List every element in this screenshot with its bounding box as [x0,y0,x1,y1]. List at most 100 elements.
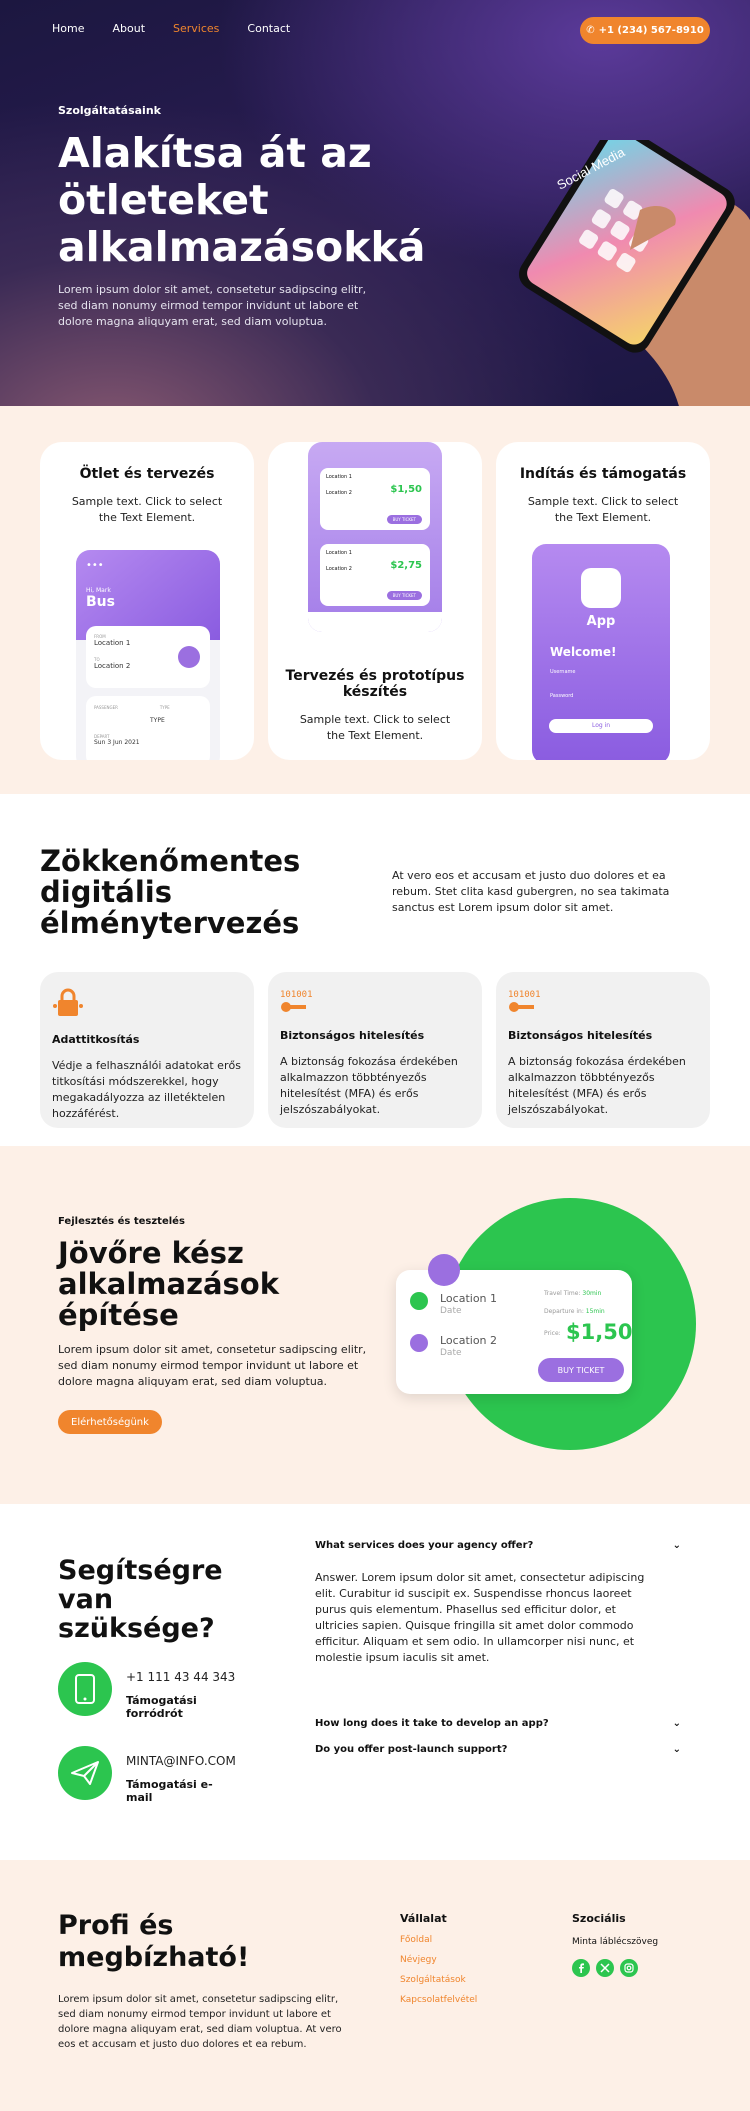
chevron-down-icon: ⌄ [672,1540,681,1551]
card-title: Tervezés és prototípus készítés [285,668,465,700]
card-idea: Ötlet és tervezés Sample text. Click to … [40,442,254,760]
faq-question[interactable]: What services does your agency offer? ⌄ [315,1540,681,1551]
ticket-price: $1,50 [390,484,422,495]
section-title: Jövőre kész alkalmazások építése [58,1236,280,1332]
mock-app-label: App [586,614,616,629]
phone-number[interactable]: +1 111 43 44 343 [126,1670,236,1684]
mock-from-label: FROM [94,634,106,639]
feature-title: Adattitkosítás [52,1033,140,1046]
card-text[interactable]: Sample text. Click to select the Text El… [71,495,223,524]
swap-icon[interactable] [178,646,200,668]
hero-text: Lorem ipsum dolor sit amet, consetetur s… [58,283,367,328]
footer-text: Lorem ipsum dolor sit amet, consetetur s… [58,1994,342,2050]
faq-question[interactable]: Do you offer post-launch support? ⌄ [315,1744,681,1755]
faq-answer: Answer. Lorem ipsum dolor sit amet, cons… [315,1571,645,1664]
ticket-location-2: Location 2 [440,1334,498,1347]
email-contact: MINTA@INFO.COM Támogatási e-mail [58,1746,236,1804]
location-pin-icon [410,1292,428,1310]
mock-type-label: TYPE [159,705,170,710]
faq-question-text: How long does it take to develop an app? [315,1718,549,1729]
hero-section: Home About Services Contact ✆ +1 (234) 5… [0,0,750,406]
footer-column-title: Vállalat [400,1912,447,1925]
more-icon: ••• [86,560,104,571]
footer-link-home[interactable]: Főoldal [400,1935,433,1945]
card-text[interactable]: Sample text. Click to select the Text El… [299,713,451,742]
svg-text:1010011: 1010011 [280,990,312,1000]
phone-contact: +1 111 43 44 343 Támogatási forródrót [58,1662,235,1720]
mock-username-field[interactable]: Username [550,669,576,675]
footer-sample-text: Minta lábléc­szöveg [572,1937,659,1947]
x-icon[interactable] [596,1959,614,1977]
card-design: Location 1 Location 2 $1,50 BUY TICKET L… [268,442,482,760]
bus-app-mockup: ••• Hi, Mark Bus FROM Location 1 TO Loca… [76,550,220,760]
hero-title: Alakítsa át az ötleteket alkalmazásokká [58,129,426,271]
paper-plane-icon [58,1746,112,1800]
mockup-tabbar [308,612,442,632]
login-app-mockup: App Welcome! Username Password Log in [532,544,670,760]
buy-ticket-button[interactable]: BUY TICKET [386,515,422,524]
nav-contact[interactable]: Contact [247,22,291,35]
feature-text: A biztonság fokozása érdekében alkalmazz… [508,1055,686,1116]
email-address[interactable]: MINTA@INFO.COM [126,1754,236,1768]
contact-button[interactable]: Elérhetőségünk [58,1410,162,1434]
ticket-location-1: Location 1 [440,1292,498,1305]
ticket-to: Location 2 [326,566,352,572]
mock-to-label: TO [94,657,100,662]
facebook-icon[interactable] [572,1959,590,1977]
card-title: Indítás és támogatás [519,466,687,482]
bus-icon [428,1254,460,1286]
mock-password-field[interactable]: Password [550,693,574,699]
ticket-price: $2,75 [390,560,422,571]
ticket-date: Date [440,1348,462,1358]
faq-question[interactable]: How long does it take to develop an app?… [315,1718,681,1729]
footer-company-column: Vállalat Főoldal Névjegy Szolgáltatások … [400,1912,477,2005]
card-title: Ötlet és tervezés [79,466,215,482]
key-binary-icon: 1010011 [508,990,546,1012]
footer: Profi és megbízható! Lorem ipsum dolor s… [0,1860,750,2111]
mock-login-button[interactable]: Log in [549,719,653,733]
feature-card: 1010011 Biztonságos hitelesítés A bizton… [496,972,710,1128]
section-kicker: Fejlesztés és tesztelés [58,1216,185,1227]
svg-text:1010011: 1010011 [508,990,540,1000]
depart-label: Departure in: [544,1308,584,1315]
faq-question-text: Do you offer post-launch support? [315,1744,508,1755]
depart-time: 15min [585,1308,605,1315]
phone-label: Támogatási forródrót [126,1694,197,1720]
footer-link-contact[interactable]: Kapcsolatfelvétel [400,1995,478,2005]
mock-passenger-label: PASSENGER [94,705,118,710]
footer-link-services[interactable]: Szolgáltatások [400,1975,466,1985]
ticket-to: Location 2 [326,490,352,496]
footer-title: Profi és megbízható! [58,1910,250,1973]
section-text: At vero eos et accusam et justo duo dolo… [392,869,670,914]
travel-time: 30min [582,1290,602,1297]
phone-button[interactable]: ✆ +1 (234) 567-8910 [580,17,710,44]
chevron-down-icon: ⌄ [672,1744,681,1755]
buy-ticket-button[interactable]: BUY TICKET [386,591,422,600]
tickets-app-mockup: Location 1 Location 2 $1,50 BUY TICKET L… [308,442,442,632]
instagram-icon[interactable] [620,1959,638,1977]
mock-welcome: Welcome! [550,645,617,659]
ticket-date: Date [440,1306,462,1316]
nav-about[interactable]: About [112,22,146,35]
section-title: Segítségre van szüksége? [58,1555,223,1644]
location-pin-icon [410,1334,428,1352]
feature-card: 1010011 Biztonságos hitelesítés A bizton… [268,972,482,1128]
feature-title: Biztonságos hitelesítés [280,1029,425,1042]
buy-ticket-button[interactable]: BUY TICKET [538,1358,624,1382]
mock-depart-label: DEPART [94,734,110,739]
mock-depart: Sun 3 Jun 2021 [94,739,140,746]
help-section: Segítségre van szüksége? +1 111 43 44 34… [0,1504,750,1860]
mock-to: Location 2 [94,662,131,670]
nav-services[interactable]: Services [173,22,220,35]
ticket-from: Location 1 [326,474,352,480]
feature-text: Védje a felhasználói adatokat erős titko… [52,1059,241,1120]
footer-link-about[interactable]: Névjegy [400,1955,437,1965]
card-text[interactable]: Sample text. Click to select the Text El… [527,495,679,524]
nav-home[interactable]: Home [52,22,85,35]
ticket-card: Location 1 Date Location 2 Date Travel T… [396,1254,632,1394]
card-launch: Indítás és támogatás Sample text. Click … [496,442,710,760]
process-cards-section: Ötlet és tervezés Sample text. Click to … [0,406,750,794]
key-binary-icon: 1010011 [280,990,318,1012]
encryption-icon [53,988,83,1016]
mobile-phone-icon [58,1662,112,1716]
